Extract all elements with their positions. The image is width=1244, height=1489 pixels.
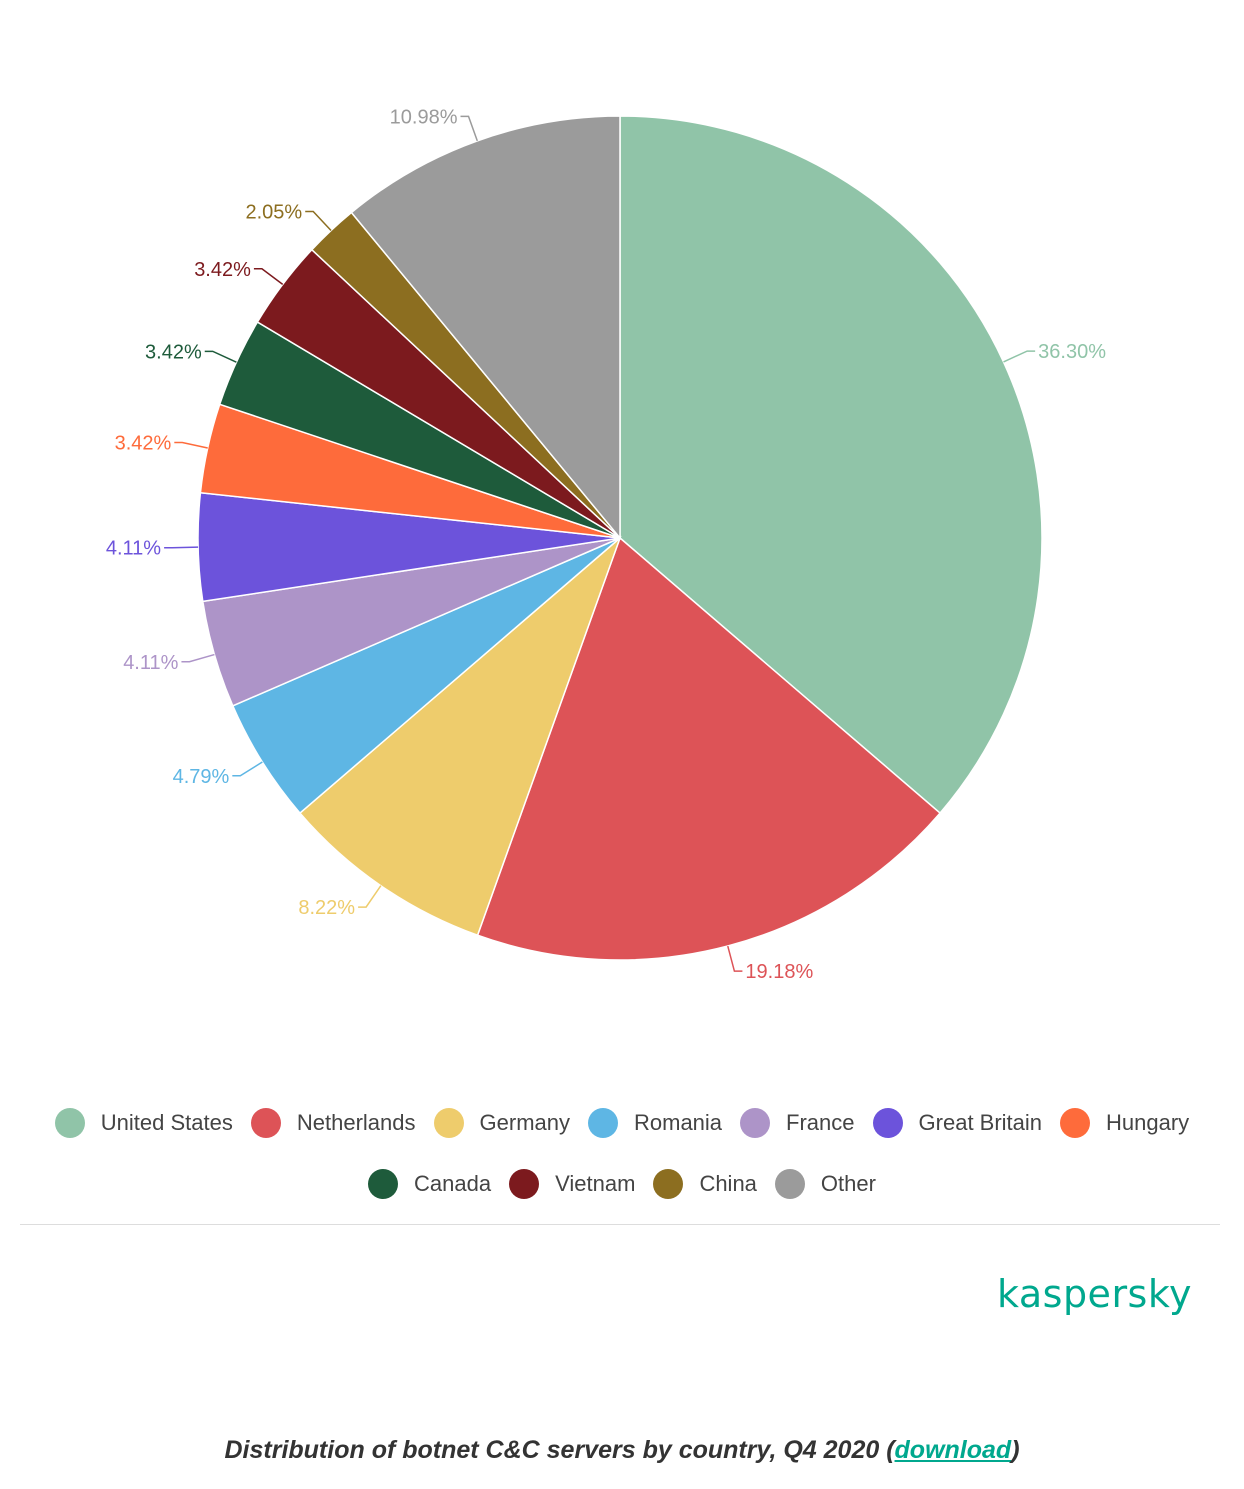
leader-line [358,885,382,908]
legend-item-germany[interactable]: Germany [433,1108,570,1138]
legend-label: Other [820,1171,876,1196]
leader-line [253,268,284,286]
legend-swatch [250,1108,281,1138]
legend-item-netherlands[interactable]: Netherlands [250,1108,416,1138]
legend-item-great-britain[interactable]: Great Britain [872,1108,1043,1138]
legend-label: Germany [479,1110,570,1135]
legend-item-hungary[interactable]: Hungary [1060,1108,1189,1138]
legend-label: China [699,1171,757,1196]
pie-chart: 36.30% 19.18% 8.22% 4.79% 4.11% 4.11% 3.42% 3.4… [106,106,1106,983]
data-label-netherlands: 19.18% [745,961,813,983]
figure-caption: Distribution of botnet C&C servers by co… [0,1436,1244,1465]
legend-label: Hungary [1106,1110,1190,1135]
download-link[interactable]: download [894,1436,1012,1464]
caption-close: ) [1011,1436,1020,1464]
legend-item-romania[interactable]: Romania [588,1108,722,1138]
legend-swatch [433,1108,464,1138]
legend-label: Great Britain [918,1110,1043,1135]
leader-line [181,653,215,663]
divider [20,1224,1220,1225]
leader-line [164,546,199,549]
leader-line [232,761,263,777]
pie-slice-germany[interactable] [298,535,622,937]
legend-item-canada[interactable]: Canada [368,1169,491,1199]
legend-label: Romania [634,1110,723,1135]
leader-line [305,210,332,231]
legend-item-china[interactable]: China [653,1169,757,1199]
pie-slice-other[interactable] [350,115,621,541]
legend-swatch [1060,1108,1091,1138]
legend-swatch [872,1108,903,1138]
legend-item-france[interactable]: France [740,1108,855,1138]
data-label-canada: 3.42% [145,341,202,363]
leader-line [727,945,743,972]
legend-swatch [774,1169,805,1199]
legend-label: France [786,1110,855,1135]
legend-label: United States [100,1110,233,1135]
legend-row-1: United States Netherlands Germany Romania Fr… [20,1108,1224,1138]
legend-swatch [54,1108,85,1138]
legend-label: Netherlands [296,1110,416,1135]
data-label-other: 10.98% [390,106,458,128]
legend-label: Canada [414,1171,492,1196]
legend-label: Vietnam [555,1171,636,1196]
legend-swatch [740,1108,771,1138]
legend-swatch [509,1169,540,1199]
legend-item-united-states[interactable]: United States [54,1108,233,1138]
data-label-united-states: 36.30% [1038,341,1106,363]
data-label-great-britain: 4.11% [106,538,161,560]
caption-text: Distribution of botnet C&C servers by co… [224,1436,895,1464]
data-label-germany: 8.22% [298,897,355,919]
legend-item-vietnam[interactable]: Vietnam [509,1169,635,1199]
leader-line [460,115,479,142]
data-label-vietnam: 3.42% [194,259,251,281]
data-label-hungary: 3.42% [115,432,172,454]
legend-item-other[interactable]: Other [774,1169,876,1199]
data-label-romania: 4.79% [173,766,230,788]
leader-line [174,441,208,449]
legend-row-2: Canada Vietnam China Other [20,1169,1224,1199]
pie-slice-united-states[interactable] [619,115,1043,815]
data-label-france: 4.11% [123,652,178,674]
leader-line [1003,350,1036,363]
kaspersky-logo: kaspersky [997,1272,1192,1316]
legend-swatch [653,1169,684,1199]
leader-line [204,350,237,363]
data-label-china: 2.05% [246,202,303,224]
legend-swatch [368,1169,399,1199]
legend-swatch [588,1108,618,1138]
